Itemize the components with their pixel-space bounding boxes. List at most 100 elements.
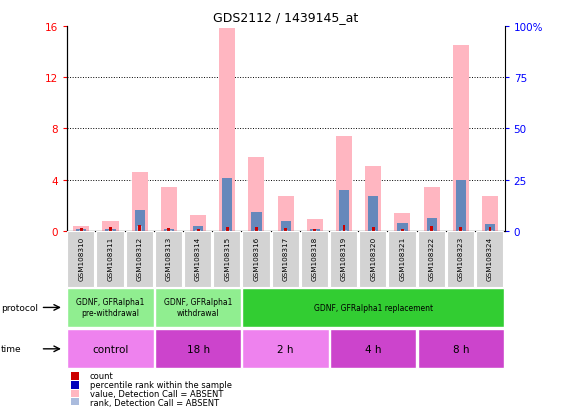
Bar [155, 288, 241, 327]
Bar [365, 166, 381, 231]
Bar [485, 225, 495, 231]
Bar [312, 230, 317, 231]
Bar [168, 228, 171, 231]
Bar [109, 228, 112, 231]
Bar [271, 231, 299, 287]
Bar [389, 231, 415, 287]
Bar [242, 231, 270, 287]
Bar [278, 197, 293, 231]
Bar [184, 231, 211, 287]
Bar [423, 188, 440, 231]
Text: GSM108315: GSM108315 [224, 236, 230, 280]
Bar [213, 231, 240, 287]
Bar [135, 211, 145, 231]
Text: GSM108313: GSM108313 [166, 236, 172, 280]
Bar [71, 399, 79, 406]
Title: GDS2112 / 1439145_at: GDS2112 / 1439145_at [213, 11, 358, 24]
Text: GSM108311: GSM108311 [107, 236, 114, 280]
Bar [79, 230, 84, 231]
Bar [155, 330, 241, 368]
Bar [190, 216, 206, 231]
Text: GSM108323: GSM108323 [458, 236, 464, 280]
Bar [193, 227, 203, 231]
Text: 4 h: 4 h [365, 344, 382, 354]
Bar [76, 230, 86, 231]
Text: GDNF, GFRalpha1 replacement: GDNF, GFRalpha1 replacement [314, 303, 433, 312]
Text: time: time [1, 344, 22, 354]
Text: GSM108318: GSM108318 [312, 236, 318, 280]
Bar [67, 231, 95, 287]
Bar [342, 230, 347, 231]
Bar [476, 231, 503, 287]
Text: GSM108314: GSM108314 [195, 236, 201, 280]
Text: control: control [92, 344, 129, 354]
Bar [132, 173, 148, 231]
Text: value, Detection Call = ABSENT: value, Detection Call = ABSENT [90, 389, 223, 398]
Text: protocol: protocol [1, 303, 38, 312]
Bar [330, 231, 357, 287]
Bar [73, 227, 89, 231]
Bar [222, 179, 233, 231]
Bar [281, 221, 291, 231]
Bar [226, 228, 229, 231]
Bar [166, 230, 172, 231]
Text: GDNF, GFRalpha1
withdrawal: GDNF, GFRalpha1 withdrawal [164, 298, 232, 318]
Text: GSM108320: GSM108320 [370, 236, 376, 280]
Bar [106, 230, 115, 231]
Text: GSM108321: GSM108321 [400, 236, 405, 280]
Bar [161, 188, 177, 231]
Text: count: count [90, 371, 114, 380]
Bar [310, 230, 320, 231]
Bar [307, 220, 323, 231]
Bar [458, 230, 463, 231]
Bar [339, 190, 349, 231]
Text: percentile rank within the sample: percentile rank within the sample [90, 380, 232, 389]
Bar [155, 231, 182, 287]
Text: GSM108317: GSM108317 [282, 236, 289, 280]
Text: rank, Detection Call = ABSENT: rank, Detection Call = ABSENT [90, 398, 219, 407]
Bar [103, 222, 118, 231]
Bar [67, 288, 154, 327]
Bar [487, 230, 492, 231]
Bar [343, 225, 346, 231]
Text: GSM108319: GSM108319 [341, 236, 347, 280]
Text: GSM108322: GSM108322 [429, 236, 434, 280]
Bar [251, 212, 262, 231]
Bar [456, 180, 466, 231]
Bar [71, 372, 79, 380]
Bar [372, 228, 375, 231]
Bar [67, 330, 154, 368]
Bar [254, 230, 259, 231]
Bar [80, 228, 83, 231]
Text: GSM108310: GSM108310 [78, 236, 84, 280]
Bar [429, 230, 434, 231]
Bar [164, 230, 174, 231]
Bar [359, 231, 386, 287]
Bar [71, 381, 79, 389]
Bar [137, 227, 142, 231]
Bar [224, 230, 230, 231]
Bar [248, 157, 264, 231]
Bar [401, 229, 404, 231]
Text: GDNF, GFRalpha1
pre-withdrawal: GDNF, GFRalpha1 pre-withdrawal [77, 298, 144, 318]
Bar [397, 223, 408, 231]
Bar [336, 137, 352, 231]
Bar [284, 228, 287, 231]
Bar [96, 231, 124, 287]
Bar [400, 230, 405, 231]
Bar [459, 228, 462, 231]
Bar [242, 330, 329, 368]
Bar [418, 231, 445, 287]
Bar [255, 228, 258, 231]
Bar [488, 228, 491, 231]
Bar [394, 214, 411, 231]
Bar [71, 389, 79, 397]
Bar [430, 227, 433, 231]
Text: 2 h: 2 h [277, 344, 294, 354]
Bar [126, 231, 153, 287]
Bar [426, 218, 437, 231]
Bar [195, 230, 201, 231]
Text: GSM108312: GSM108312 [137, 236, 143, 280]
Text: GSM108324: GSM108324 [487, 236, 493, 280]
Bar [447, 231, 474, 287]
